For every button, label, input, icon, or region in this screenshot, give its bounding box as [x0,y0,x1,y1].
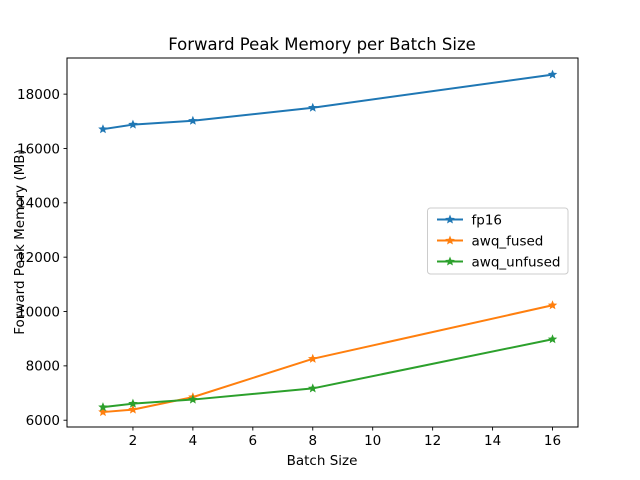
y-tick-label: 12000 [17,250,60,266]
chart-title: Forward Peak Memory per Batch Size [168,35,476,54]
x-tick-label: 4 [189,433,198,449]
series-marker-awq_unfused [98,402,108,412]
legend-box [427,207,569,275]
x-axis-label: Batch Size [287,453,358,469]
legend-marker-fp16 [445,214,455,224]
series-marker-awq_unfused [188,394,198,404]
legend-label-awq_fused: awq_fused [472,233,544,249]
plot-frame [66,57,579,428]
y-tick-label: 14000 [17,196,60,212]
series-marker-fp16 [308,102,318,112]
y-tick-label: 10000 [17,304,60,320]
series-marker-awq_unfused [547,334,558,344]
x-tick-label: 10 [364,433,381,449]
legend-marker-awq_unfused [445,256,455,266]
series-marker-awq_fused [547,300,558,310]
legend-marker-awq_fused [445,235,455,245]
y-tick-label: 18000 [17,87,60,103]
series-marker-fp16 [98,124,108,134]
series-marker-awq_fused [128,404,138,414]
series-layer [98,69,558,417]
series-marker-awq_unfused [308,383,318,393]
series-marker-fp16 [188,115,198,125]
x-tick-label: 6 [249,433,258,449]
y-tick-label: 16000 [17,141,60,157]
x-tick-label: 12 [424,433,441,449]
series-marker-awq_fused [308,353,318,363]
x-tick-label: 16 [544,433,561,449]
axis-ticks: 2 4 6 8 10 12 14 16 6000 8000 10000 12000 14000 16000… [17,87,561,449]
y-axis-label: Forward Peak Memory (MB) [12,149,28,335]
series-marker-fp16 [547,69,558,79]
legend-label-fp16: fp16 [472,212,503,228]
series-marker-fp16 [128,119,138,129]
x-tick-label: 2 [129,433,138,449]
series-marker-awq_unfused [128,398,138,408]
series-marker-awq_fused [98,407,108,417]
legend: fp16 awq_fused awq_unfused [427,207,569,275]
y-tick-label: 6000 [26,413,60,429]
x-tick-label: 14 [484,433,501,449]
y-tick-label: 8000 [26,359,60,375]
x-tick-label: 8 [308,433,317,449]
legend-label-awq_unfused: awq_unfused [472,254,561,270]
